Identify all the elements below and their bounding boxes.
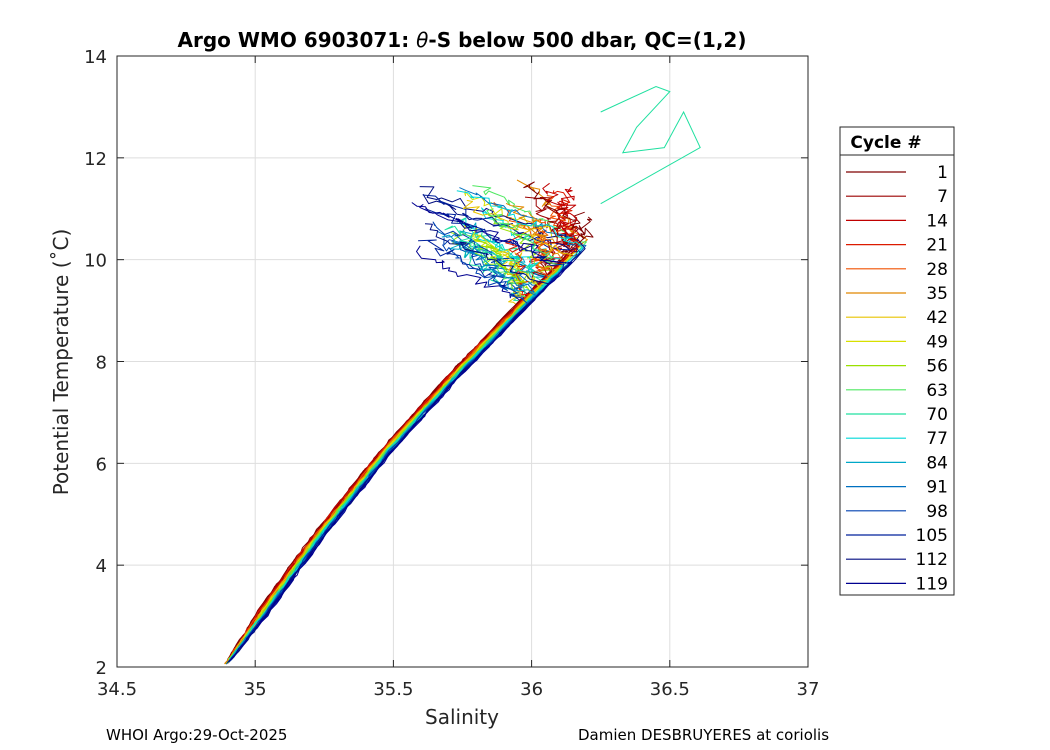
legend-label-cycle-1: 1 bbox=[937, 163, 948, 183]
legend-title: Cycle # bbox=[850, 133, 921, 153]
y-tick-label: 12 bbox=[84, 149, 107, 170]
legend-label-cycle-35: 35 bbox=[926, 284, 948, 304]
profile-line-cycle-21 bbox=[228, 235, 530, 662]
legend-label-cycle-91: 91 bbox=[926, 478, 948, 498]
legend-box bbox=[839, 126, 955, 596]
legend-label-cycle-56: 56 bbox=[926, 357, 948, 377]
y-tick-label: 2 bbox=[96, 658, 107, 679]
legend-label-cycle-105: 105 bbox=[916, 526, 948, 546]
legend: Cycle # 17142128354249566370778491981051… bbox=[839, 126, 955, 596]
profile-line-cycle-119 bbox=[228, 202, 572, 662]
legend-items: 1 7 14 21 28 35 42 49 56 63 70 77 84 91 98 105 112 119 bbox=[846, 163, 948, 594]
x-tick-label: 36.5 bbox=[650, 679, 690, 700]
y-tick-label: 6 bbox=[96, 454, 107, 475]
legend-label-cycle-49: 49 bbox=[926, 332, 948, 352]
legend-label-cycle-70: 70 bbox=[926, 405, 948, 425]
profile-line-outlier bbox=[600, 85, 701, 205]
profile-line-cycle-77 bbox=[231, 190, 584, 658]
x-tick-label: 35.5 bbox=[373, 679, 413, 700]
x-tick-label: 37 bbox=[797, 679, 820, 700]
footer-right: Damien DESBRUYERES at coriolis bbox=[578, 726, 830, 744]
y-tick-label: 8 bbox=[96, 353, 107, 374]
y-tick-label: 14 bbox=[84, 47, 107, 68]
y-axis-label: Potential Temperature (˚C) bbox=[49, 229, 73, 496]
legend-label-cycle-7: 7 bbox=[937, 187, 948, 207]
x-tick-label: 35 bbox=[244, 679, 267, 700]
legend-label-cycle-63: 63 bbox=[926, 381, 948, 401]
footer-left: WHOI Argo:29-Oct-2025 bbox=[106, 726, 288, 744]
chart-title: Argo WMO 6903071: θ-S below 500 dbar, QC… bbox=[178, 28, 747, 52]
x-tick-label: 34.5 bbox=[97, 679, 137, 700]
legend-label-cycle-112: 112 bbox=[916, 550, 948, 570]
legend-label-cycle-21: 21 bbox=[926, 236, 948, 256]
legend-label-cycle-42: 42 bbox=[926, 308, 948, 328]
legend-label-cycle-84: 84 bbox=[926, 453, 948, 473]
ticks: 34.5 35 35.5 36 36.5 37 2 4 6 8 10 12 14 bbox=[84, 47, 819, 700]
x-tick-label: 36 bbox=[520, 679, 543, 700]
legend-label-cycle-77: 77 bbox=[926, 429, 948, 449]
legend-label-cycle-14: 14 bbox=[926, 211, 948, 231]
legend-label-cycle-28: 28 bbox=[926, 260, 948, 280]
legend-label-cycle-98: 98 bbox=[926, 502, 948, 522]
y-tick-label: 4 bbox=[96, 556, 107, 577]
y-tick-label: 10 bbox=[84, 251, 107, 272]
x-axis-label: Salinity bbox=[425, 705, 499, 729]
plot-area: 34.5 35 35.5 36 36.5 37 2 4 6 8 10 12 14 bbox=[84, 47, 819, 700]
profile-line-cycle-14 bbox=[228, 186, 578, 661]
data-lines bbox=[224, 85, 701, 665]
legend-label-cycle-119: 119 bbox=[916, 574, 948, 594]
